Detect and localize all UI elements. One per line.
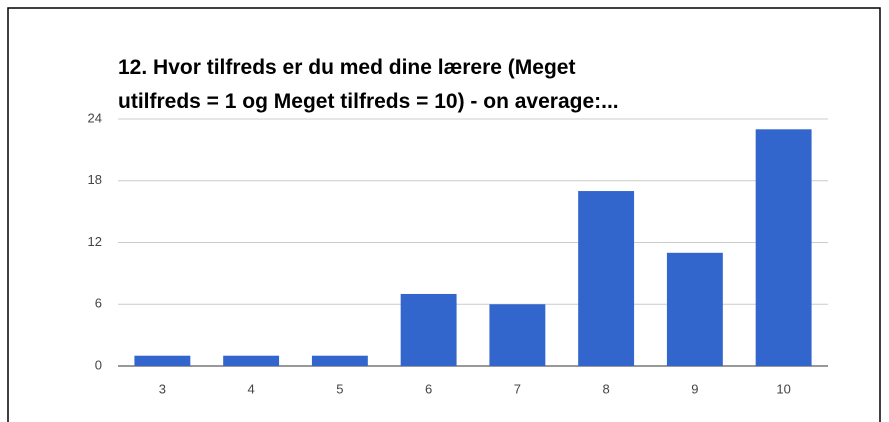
x-tick-label: 9 bbox=[691, 381, 698, 396]
bar bbox=[311, 355, 368, 366]
bar bbox=[489, 304, 546, 366]
y-tick-label: 6 bbox=[95, 296, 102, 311]
y-tick-label: 24 bbox=[88, 110, 102, 125]
x-tick-label: 8 bbox=[603, 381, 610, 396]
x-tick-label: 10 bbox=[776, 381, 790, 396]
x-tick-label: 5 bbox=[336, 381, 343, 396]
y-tick-label: 12 bbox=[88, 234, 102, 249]
frame bbox=[7, 7, 881, 422]
bar bbox=[755, 129, 812, 366]
bar bbox=[666, 252, 723, 366]
chart-title: 12. Hvor tilfreds er du med dine lærere … bbox=[118, 56, 575, 79]
x-tick-label: 7 bbox=[514, 381, 521, 396]
bar bbox=[400, 293, 457, 366]
bar bbox=[578, 191, 635, 366]
y-tick-label: 0 bbox=[95, 357, 102, 372]
y-tick-label: 18 bbox=[88, 172, 102, 187]
bar bbox=[223, 355, 280, 366]
bar bbox=[134, 355, 191, 366]
x-tick-label: 4 bbox=[248, 381, 255, 396]
x-tick-label: 3 bbox=[159, 381, 166, 396]
x-tick-label: 6 bbox=[425, 381, 432, 396]
chart-title: utilfreds = 1 og Meget tilfreds = 10) - … bbox=[118, 90, 619, 113]
